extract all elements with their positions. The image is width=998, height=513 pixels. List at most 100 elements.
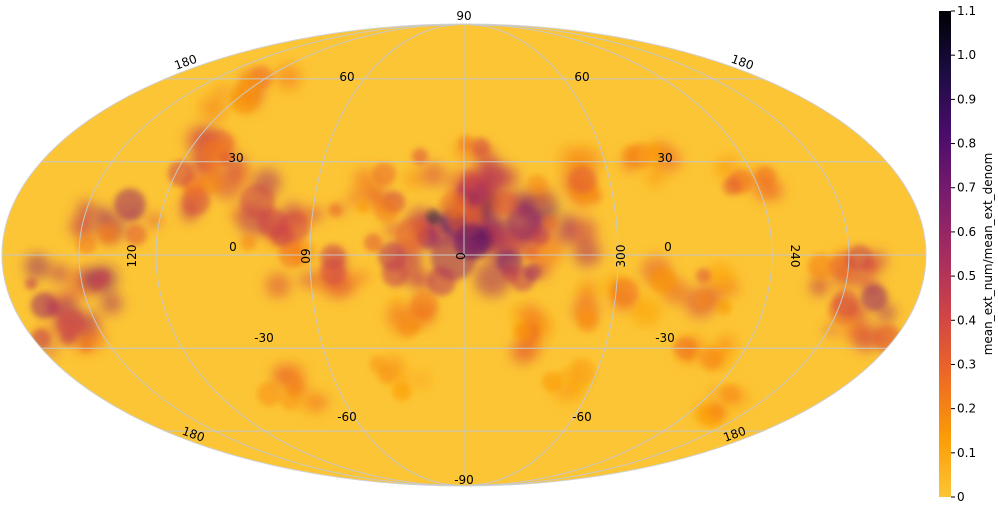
dust-clump-20-3 [831,289,860,318]
dust-clump-8-5 [363,184,385,206]
dust-clump-11-7 [630,296,661,327]
dust-clump-4-9 [524,263,542,281]
dust-clump-25-5 [717,333,737,353]
dust-clump-4-3 [524,246,539,261]
dust-clump-21-9 [846,244,873,272]
dust-clump-6-3 [458,135,474,152]
dust-clump-27-7 [283,363,306,386]
dust-clump-27-0 [257,381,282,407]
dust-clump-16-0 [167,160,194,187]
colorbar-gradient [939,11,951,497]
dust-clump-3-6 [364,233,383,252]
dust-clump-29-0 [720,384,741,405]
meridian--120 [155,24,465,486]
dust-clump-22-0 [755,165,777,188]
map-area [1,23,927,487]
colorbar-tick-label-11: 1.1 [957,4,976,18]
dust-clump-3-7 [407,252,422,266]
graticule-lines [2,24,926,486]
dust-clump-3-3 [381,260,409,287]
colorbar-label: mean_ext_num/mean_ext_denom [981,153,995,356]
dust-clump-3-9 [426,266,456,296]
colorbar-tick-label-7: 0.7 [957,181,976,195]
dust-clump-12-6 [511,320,532,341]
colorbar: 0 0.1 0.2 0.3 0.4 0.5 0.6 0.7 0.8 0.9 1.0 1.1 mean_… [939,4,995,504]
dust-clump-17-3 [97,223,119,244]
meridian--150 [78,24,465,486]
dust-clump-6-6 [461,169,480,189]
dust-clump-21-8 [809,277,829,297]
dust-clump-18-11 [50,264,70,284]
label-lon-120: 120 [125,245,139,268]
dust-clump-11-6 [610,277,639,306]
dust-clump-6-0 [471,137,490,157]
colorbar-tick-label-5: 0.5 [957,269,976,283]
dust-clump-23-6 [240,73,261,94]
dust-clump-18-3 [46,301,62,317]
dust-clump-18-4 [100,292,123,315]
dust-clump-24-3 [622,145,640,162]
dust-clump-18-9 [91,278,104,291]
dust-clump-7-9 [526,174,548,195]
colorbar-tick-label-8: 0.8 [957,137,976,151]
dust-clump-6-9 [411,148,429,165]
dust-clump-6-2 [404,169,425,189]
dust-clump-5-9 [492,190,519,216]
dust-clump-1-9 [426,209,442,226]
dust-clump-14-0 [694,291,713,309]
dust-clump-4-0 [541,214,559,232]
dust-clump-18-12 [25,277,38,290]
meridian-60 [463,24,619,486]
dust-clump-8-3 [372,162,397,187]
label-lat-30-right: 30 [657,151,672,165]
dust-clump-27-6 [285,379,303,397]
dust-clump-4-2 [573,239,601,267]
dust-clump-20-11 [853,322,876,346]
label-equator-0-left: 0 [229,240,237,254]
label-equator-0-right: 0 [664,240,672,254]
dust-clump-23-5 [215,84,229,98]
dust-clump-14-6 [649,267,677,295]
dust-clump-23-7 [275,64,302,91]
label-lat-neg60-right: -60 [572,410,592,424]
dust-clump-13-3 [409,319,423,333]
colorbar-tick-label-4: 0.4 [957,313,976,327]
dust-clump-3-11 [355,269,370,284]
dust-clump-23-2 [199,95,227,122]
meridian-120 [463,24,773,486]
dust-clump-12-4 [510,340,535,365]
dust-clump-17-7 [95,206,112,223]
dust-clump-8-0 [328,203,342,217]
grid-labels: 90 -90 60 60 30 30 -30 -30 -60 -60 0 0 1… [125,9,802,487]
sky-map-outline [1,23,927,487]
dust-clump-8-6 [356,200,370,214]
dust-clump-19-5 [44,343,57,357]
dust-clump-25-6 [681,348,694,361]
dust-clump-7-6 [588,189,602,203]
colorbar-tick-label-1: 0.1 [957,446,976,460]
dust-clump-3-5 [413,271,432,291]
dust-clump-19-6 [80,339,93,352]
label-lat-60-right: 60 [574,70,589,84]
dust-filament-layer [25,65,902,428]
dust-clump-0-6 [506,204,542,241]
label-lat-60-left: 60 [339,70,354,84]
colorbar-tick-label-2: 0.2 [957,402,976,416]
dust-clump-14-5 [706,262,735,291]
label-lon-0: 0 [453,252,467,260]
label-lon-300: 300 [614,245,628,268]
dust-clump-14-9 [695,268,712,284]
dust-clump-13-6 [410,290,438,319]
dust-clump-17-6 [76,233,97,255]
colorbar-tick-label-9: 0.9 [957,92,976,106]
dust-clump-8-9 [374,197,399,223]
label-lat-30-left: 30 [228,151,243,165]
label-lat-neg60-left: -60 [337,410,357,424]
dust-clump-9-4 [299,271,317,289]
dust-clump-4-6 [500,263,520,283]
dust-clump-20-1 [824,323,838,337]
dust-clump-18-5 [24,253,50,279]
label-lat-neg90: -90 [454,473,474,487]
dust-clump-26-3 [369,355,388,374]
